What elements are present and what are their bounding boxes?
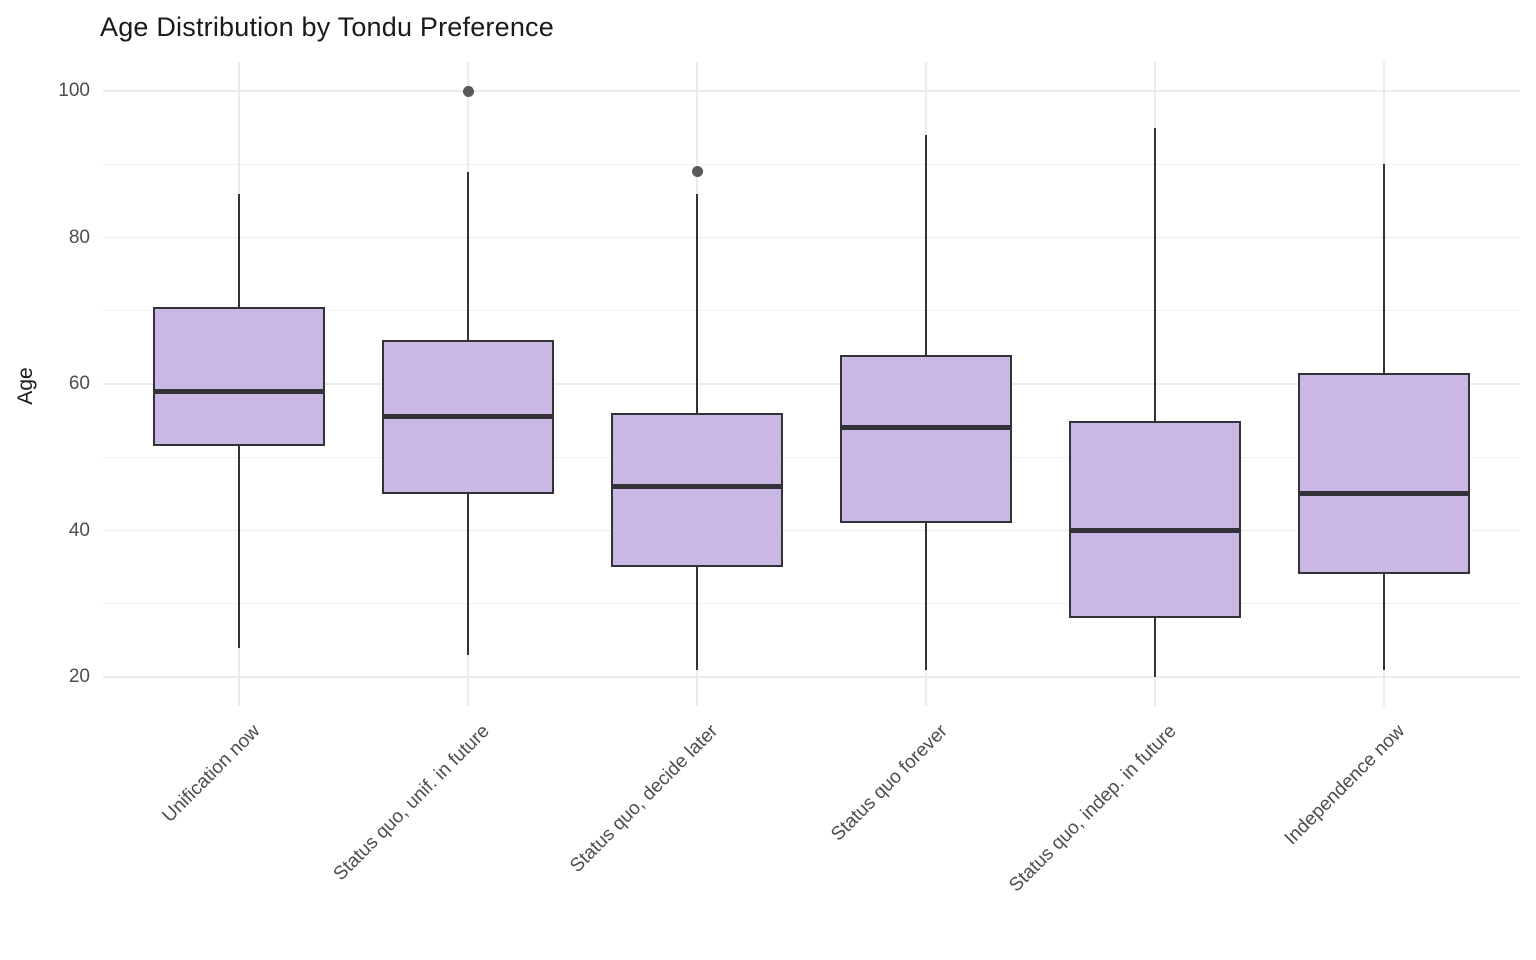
x-category-label: Unification now: [158, 720, 265, 827]
median-line: [611, 484, 783, 490]
whisker-upper: [695, 193, 699, 414]
outlier-point: [462, 85, 474, 97]
y-tick-label: 20: [68, 666, 90, 687]
chart-title: Age Distribution by Tondu Preference: [100, 12, 554, 42]
box: [1069, 420, 1241, 619]
median-line: [153, 388, 325, 394]
y-tick-label: 80: [68, 226, 90, 248]
whisker-upper: [1153, 127, 1157, 421]
whisker-lower: [466, 493, 470, 656]
gridline-h-major: [103, 383, 1520, 385]
gridline-h-minor: [103, 456, 1520, 458]
gridline-h-major: [103, 529, 1520, 532]
gridline-h-minor: [103, 603, 1520, 605]
y-tick-label: 100: [58, 80, 90, 101]
median-line: [1069, 528, 1241, 533]
box: [1298, 373, 1470, 575]
whisker-upper: [466, 171, 470, 341]
y-tick-label: 60: [68, 373, 90, 394]
whisker-lower: [1153, 618, 1157, 677]
whisker-upper: [1382, 164, 1386, 373]
y-tick-label: 40: [68, 519, 90, 541]
gridline-h-major: [103, 676, 1520, 678]
x-category-label: Status quo, indep. in future: [1005, 720, 1181, 897]
outlier-point: [691, 166, 703, 178]
median-line: [840, 425, 1012, 431]
whisker-lower: [1382, 574, 1386, 670]
median-line: [1298, 491, 1470, 497]
x-category-label: Status quo, unif. in future: [329, 720, 494, 885]
gridline-h-minor: [103, 163, 1520, 165]
gridline-h-major: [103, 90, 1520, 92]
x-category-label: Status quo forever: [826, 720, 952, 846]
whisker-lower: [237, 446, 241, 648]
gridline-h-major: [103, 236, 1520, 239]
x-category-label: Status quo, decide later: [566, 720, 723, 877]
whisker-upper: [924, 134, 928, 355]
box: [153, 307, 325, 447]
whisker-lower: [924, 523, 928, 670]
box: [611, 413, 783, 568]
median-line: [382, 414, 554, 420]
x-category-label: Independence now: [1281, 720, 1410, 850]
whisker-lower: [695, 567, 699, 670]
box: [840, 354, 1012, 524]
gridline-h-minor: [103, 310, 1520, 312]
whisker-upper: [237, 193, 241, 308]
